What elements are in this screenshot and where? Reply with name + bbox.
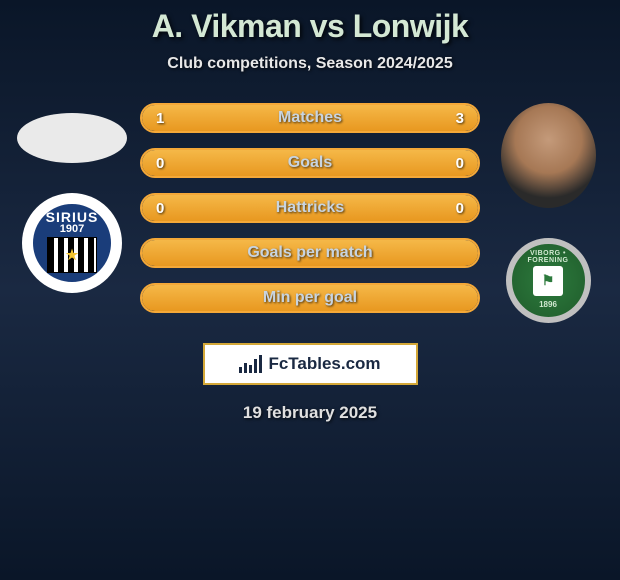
content-row: SIRIUS 1907 ★ 1Matches30Goals00Hattricks… <box>0 103 620 323</box>
stat-bar-min-per-goal: Min per goal <box>140 283 480 313</box>
stats-bars: 1Matches30Goals00Hattricks0Goals per mat… <box>140 103 480 313</box>
player-right-avatar <box>501 103 596 208</box>
sirius-year: 1907 <box>60 223 84 235</box>
club-logo-left: SIRIUS 1907 ★ <box>22 193 122 293</box>
stat-label: Min per goal <box>142 289 478 307</box>
stat-label: Goals per match <box>142 244 478 262</box>
viborg-top-text: VIBORG • FORENING <box>512 250 585 264</box>
sirius-stripes-icon: ★ <box>47 237 97 273</box>
stat-bar-matches: 1Matches3 <box>140 103 480 133</box>
bar-chart-icon <box>239 355 262 373</box>
branding-text: FcTables.com <box>268 354 380 374</box>
viborg-center-icon: ⚑ <box>533 266 563 296</box>
date-text: 19 february 2025 <box>243 403 377 423</box>
player-left-avatar <box>17 113 127 163</box>
club-logo-right: VIBORG • FORENING ⚑ 1896 <box>506 238 591 323</box>
viborg-year: 1896 <box>512 300 585 309</box>
left-column: SIRIUS 1907 ★ <box>12 103 132 293</box>
right-column: VIBORG • FORENING ⚑ 1896 <box>488 103 608 323</box>
stat-value-right: 0 <box>456 200 464 217</box>
branding-badge: FcTables.com <box>203 343 418 385</box>
sirius-crest: SIRIUS 1907 ★ <box>29 200 115 286</box>
subtitle: Club competitions, Season 2024/2025 <box>167 55 452 73</box>
stat-bar-goals: 0Goals0 <box>140 148 480 178</box>
star-icon: ★ <box>66 247 79 264</box>
page-title: A. Vikman vs Lonwijk <box>152 8 469 45</box>
stat-label: Matches <box>142 109 478 127</box>
stat-label: Hattricks <box>142 199 478 217</box>
stat-bar-hattricks: 0Hattricks0 <box>140 193 480 223</box>
stat-value-right: 0 <box>456 155 464 172</box>
stat-label: Goals <box>142 154 478 172</box>
infographic-container: A. Vikman vs Lonwijk Club competitions, … <box>0 0 620 423</box>
stat-bar-goals-per-match: Goals per match <box>140 238 480 268</box>
stat-value-right: 3 <box>456 110 464 127</box>
